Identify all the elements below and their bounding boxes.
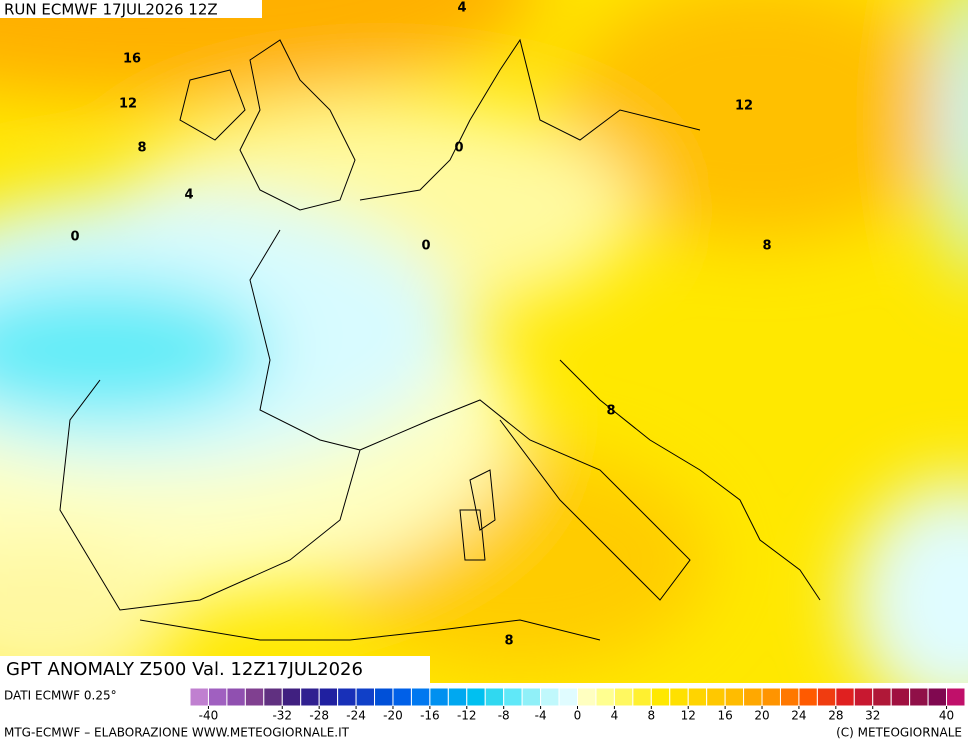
- colorbar-swatch: [484, 687, 505, 707]
- colorbar-swatch: [779, 687, 800, 707]
- colorbar-swatch: [632, 687, 652, 707]
- colorbar-tick-label: -20: [383, 709, 403, 723]
- colorbar-tick-label: -32: [272, 709, 292, 723]
- colorbar-swatch: [244, 687, 265, 707]
- colorbar-swatch: [355, 687, 376, 707]
- colorbar-swatch: [798, 687, 818, 707]
- contour-label: 0: [70, 230, 79, 245]
- colorbar-tick-label: 20: [754, 709, 769, 723]
- colorbar-swatch: [447, 687, 468, 707]
- colorbar-swatch: [872, 687, 892, 707]
- colorbar-swatch: [946, 687, 966, 707]
- colorbar-tick-label: -24: [346, 709, 366, 723]
- colorbar-swatch: [909, 687, 929, 707]
- colorbar-swatch: [189, 687, 209, 707]
- colorbar-swatch: [853, 687, 874, 707]
- footer-left: MTG-ECMWF – ELABORAZIONE WWW.METEOGIORNA…: [4, 726, 350, 740]
- colorbar-swatch: [410, 687, 431, 707]
- colorbar-swatch: [706, 687, 726, 707]
- colorbar-tick-label: -16: [420, 709, 440, 723]
- colorbar-tick-label: 32: [865, 709, 880, 723]
- colorbar-swatch: [613, 687, 634, 707]
- colorbar-tick-label: 28: [828, 709, 843, 723]
- contour-label: 4: [457, 1, 466, 16]
- contour-label: 4: [184, 188, 193, 203]
- colorbar-tick-label: -4: [535, 709, 547, 723]
- colorbar-swatch: [337, 687, 357, 707]
- colorbar-swatch: [540, 687, 560, 707]
- colorbar-swatch: [927, 687, 948, 707]
- colorbar-swatch: [226, 687, 246, 707]
- colorbar-tick-label: -12: [457, 709, 477, 723]
- anomaly-field: [0, 0, 968, 683]
- title-box: [0, 656, 430, 683]
- colorbar-tick-label: 8: [647, 709, 655, 723]
- contour-label: 0: [421, 239, 430, 254]
- colorbar-tick-label: 4: [611, 709, 619, 723]
- contour-label: 0: [454, 141, 463, 156]
- colorbar-swatch: [466, 687, 486, 707]
- contour-label: 12: [119, 97, 137, 112]
- colorbar-swatch: [207, 687, 228, 707]
- colorbar-swatch: [816, 687, 837, 707]
- contour-labels: 4 16 12 8 4 0 0 0 12 8 8 8: [70, 1, 771, 649]
- colorbar-tick-label: 16: [717, 709, 732, 723]
- contour-label: 8: [137, 141, 146, 156]
- colorbar-tick-label: 0: [574, 709, 582, 723]
- colorbar-swatch: [890, 687, 911, 707]
- colorbar-swatch: [835, 687, 855, 707]
- coastlines: [59, 38, 821, 641]
- colorbar-swatch: [374, 687, 394, 707]
- colorbar-swatch: [263, 687, 283, 707]
- colorbar-swatch: [281, 687, 302, 707]
- contour-label: 16: [123, 52, 141, 67]
- contour-label: 12: [735, 99, 753, 114]
- colorbar-tick-label: 24: [791, 709, 806, 723]
- footer-right: (C) METEOGIORNALE: [836, 726, 962, 740]
- colorbar-tick-label: -40: [199, 709, 219, 723]
- colorbar-tick-label: -8: [498, 709, 510, 723]
- map-title: GPT ANOMALY Z500 Val. 12Z17JUL2026: [6, 659, 363, 680]
- colorbar-tick-label: 40: [939, 709, 954, 723]
- header-box: [0, 0, 262, 18]
- colorbar-swatch: [669, 687, 689, 707]
- colorbar-swatch: [521, 687, 542, 707]
- colorbar-swatch: [577, 687, 597, 707]
- colorbar-swatch: [392, 687, 412, 707]
- colorbar-swatch: [595, 687, 615, 707]
- colorbar-swatch: [650, 687, 671, 707]
- colorbar-swatch: [503, 687, 523, 707]
- colorbar-tick-label: -28: [309, 709, 329, 723]
- colorbar-swatch: [743, 687, 763, 707]
- contour-label: 8: [606, 404, 615, 419]
- colorbar-tick-label: 12: [681, 709, 696, 723]
- colorbar-swatch: [429, 687, 449, 707]
- run-header: RUN ECMWF 17JUL2026 12Z: [4, 1, 218, 19]
- contour-label: 8: [504, 634, 513, 649]
- colorbar-swatch: [724, 687, 745, 707]
- colorbar-swatch: [687, 687, 708, 707]
- colorbar-swatch: [558, 687, 578, 707]
- colorbar-swatch: [761, 687, 781, 707]
- colorbar: -40 -32 -28 -24 -20 -16 -12 -8 -4 0 4 8 12 16 20 24 28 32…: [189, 687, 966, 723]
- colorbar-swatch: [300, 687, 320, 707]
- data-source: DATI ECMWF 0.25°: [4, 689, 117, 703]
- colorbar-swatch: [318, 687, 339, 707]
- contour-label: 8: [762, 239, 771, 254]
